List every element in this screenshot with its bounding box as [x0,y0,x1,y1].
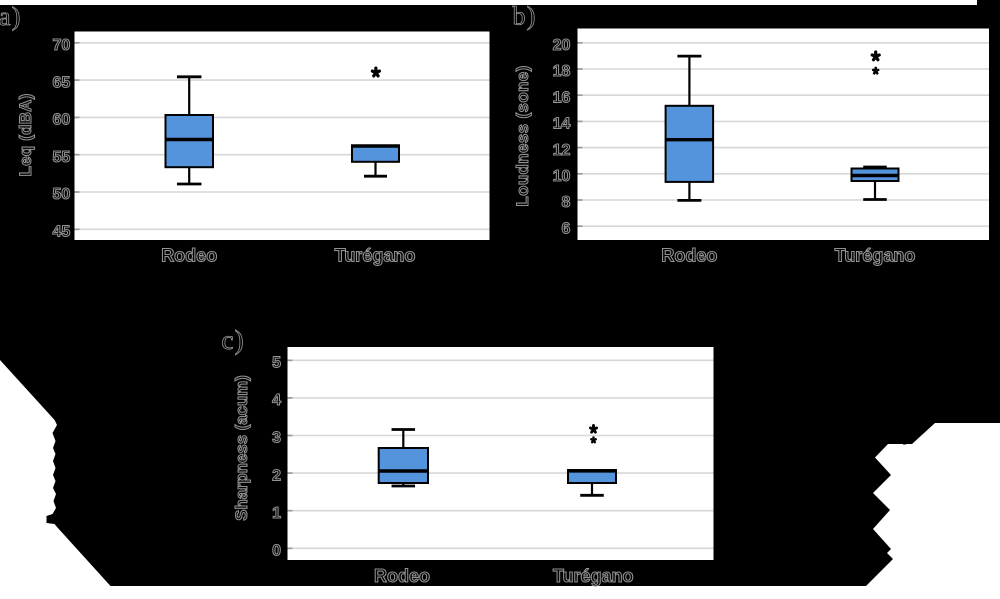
svg-text:6: 6 [561,220,570,237]
svg-text:Turégano: Turégano [835,246,916,266]
svg-text:3: 3 [272,430,281,447]
svg-text:Loudness (sone): Loudness (sone) [513,65,532,206]
svg-text:20: 20 [553,37,571,54]
svg-text:55: 55 [53,149,71,166]
svg-text:18: 18 [553,63,571,80]
svg-text:b): b) [513,2,537,31]
svg-text:Leq (dBA): Leq (dBA) [16,93,35,176]
svg-text:14: 14 [553,116,571,133]
svg-text:0: 0 [272,543,281,560]
svg-text:4: 4 [272,392,281,409]
svg-text:12: 12 [553,142,571,159]
svg-text:2: 2 [272,467,281,484]
svg-text:45: 45 [53,224,71,241]
svg-text:50: 50 [53,186,71,203]
svg-text:Rodeo: Rodeo [661,246,717,266]
svg-text:5: 5 [272,355,281,372]
svg-text:Rodeo: Rodeo [161,246,217,266]
svg-text:10: 10 [553,168,571,185]
svg-text:Turégano: Turégano [553,566,634,586]
svg-text:65: 65 [53,74,71,91]
svg-text:60: 60 [53,112,71,129]
svg-text:16: 16 [553,89,571,106]
svg-text:Sharpness (acum): Sharpness (acum) [232,375,251,520]
svg-text:c): c) [222,325,245,355]
svg-text:70: 70 [53,37,71,54]
svg-text:a): a) [0,2,22,31]
svg-text:Turégano: Turégano [335,246,416,266]
svg-text:8: 8 [561,194,570,211]
svg-text:Rodeo: Rodeo [374,566,430,586]
svg-text:1: 1 [272,505,281,522]
